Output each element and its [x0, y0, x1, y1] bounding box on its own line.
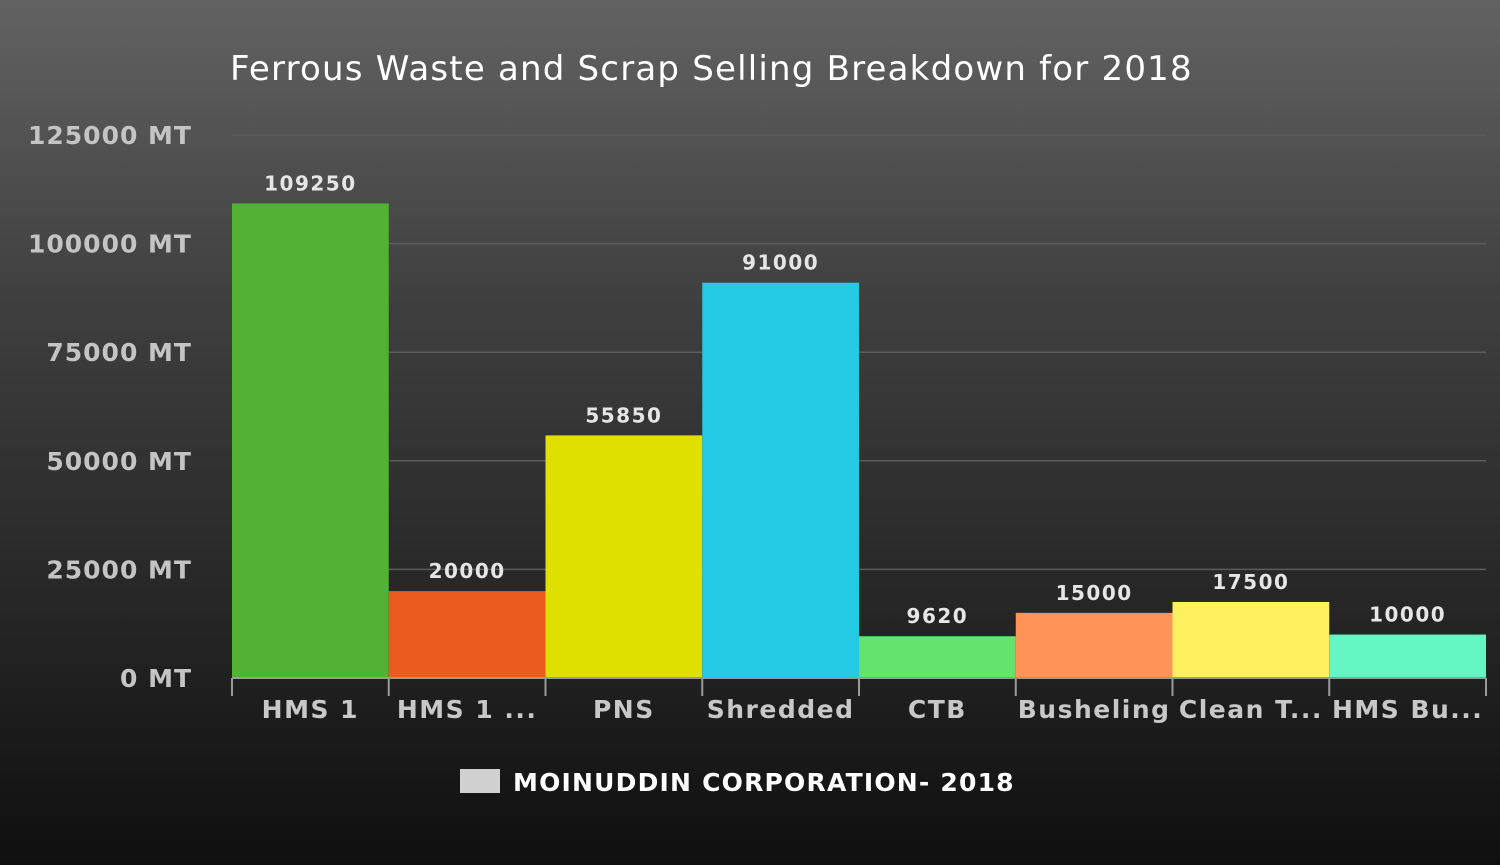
legend[interactable]: MOINUDDIN CORPORATION- 2018 [460, 768, 1015, 797]
bar[interactable] [702, 282, 859, 678]
data-label: 109250 [264, 171, 357, 195]
x-axis [231, 677, 1487, 696]
y-tick-label: 25000 MT [46, 555, 192, 584]
bar[interactable] [232, 203, 389, 678]
x-tick-label: Clean T... [1179, 695, 1323, 724]
data-label: 55850 [585, 403, 662, 427]
y-tick-label: 125000 MT [28, 121, 192, 150]
x-tick-label: Busheling [1018, 695, 1171, 724]
data-label: 15000 [1056, 581, 1133, 605]
y-tick-label: 100000 MT [28, 230, 192, 259]
x-tick-label: CTB [908, 695, 967, 724]
y-tick-label: 50000 MT [46, 447, 192, 476]
data-labels: 109250 20000 55850 91000 9620 15000 17500 10000 [264, 171, 1446, 628]
x-tick-label: HMS 1 [262, 695, 359, 724]
legend-label[interactable]: MOINUDDIN CORPORATION- 2018 [513, 768, 1015, 797]
bar[interactable] [1172, 601, 1330, 678]
bar[interactable] [388, 591, 546, 678]
bar[interactable] [1329, 634, 1486, 678]
bars [232, 203, 1486, 678]
x-tick-label: HMS Bu... [1332, 695, 1483, 724]
chart-title: Ferrous Waste and Scrap Selling Breakdow… [230, 49, 1193, 89]
x-axis-ticks: HMS 1 HMS 1 ... PNS Shredded CTB Busheling Cle… [262, 695, 1483, 724]
data-label: 17500 [1212, 570, 1289, 594]
y-tick-label: 75000 MT [46, 338, 192, 367]
data-label: 9620 [907, 604, 969, 628]
bar[interactable] [1015, 612, 1173, 678]
legend-swatch[interactable] [460, 769, 500, 793]
bar[interactable] [545, 435, 703, 678]
y-tick-label: 0 MT [120, 664, 192, 693]
bar[interactable] [859, 636, 1016, 678]
data-label: 10000 [1369, 603, 1446, 627]
data-label: 20000 [429, 559, 506, 583]
x-tick-label: HMS 1 ... [397, 695, 538, 724]
x-tick-label: Shredded [707, 695, 855, 724]
y-axis-ticks: 0 MT 25000 MT 50000 MT 75000 MT 100000 MT 125… [28, 121, 192, 693]
data-label: 91000 [742, 251, 819, 275]
x-tick-label: PNS [593, 695, 655, 724]
